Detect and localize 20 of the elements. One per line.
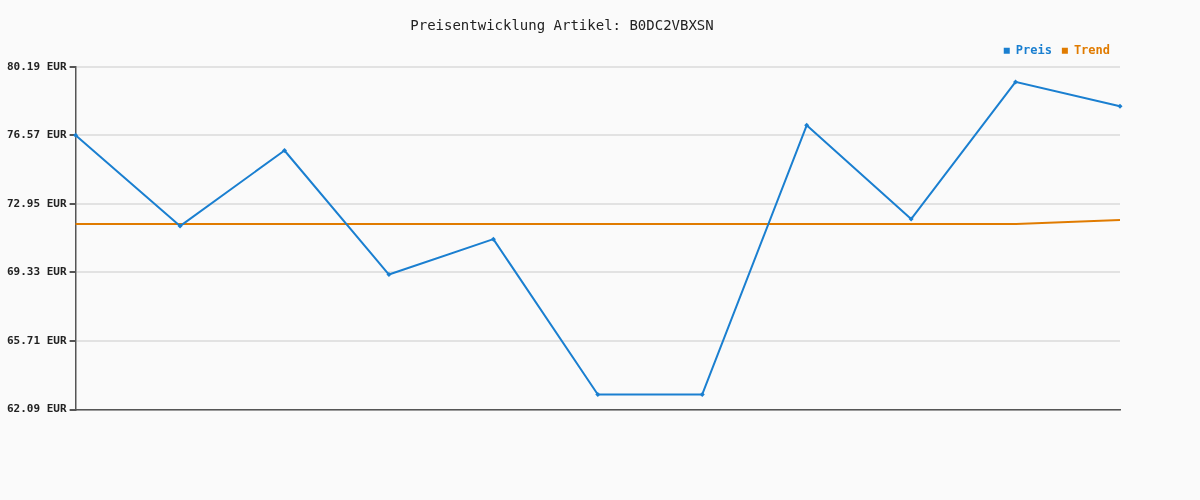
point xyxy=(804,122,810,128)
point xyxy=(281,148,287,154)
point xyxy=(595,391,601,397)
point xyxy=(908,216,914,222)
point xyxy=(73,132,79,138)
legend-label: Trend xyxy=(1073,42,1110,57)
legend-label: Preis xyxy=(1015,42,1052,57)
point xyxy=(490,236,496,242)
point xyxy=(1013,79,1019,85)
chart-title: Preisentwicklung Artikel: B0DC2VBXSN xyxy=(410,17,714,34)
y-tick-label: 76.57 EUR xyxy=(6,128,67,142)
point xyxy=(1117,103,1123,109)
y-tick-label: 69.33 EUR xyxy=(6,265,67,279)
y-tick-label: 72.95 EUR xyxy=(6,196,67,210)
point xyxy=(177,223,183,229)
point xyxy=(386,272,392,278)
y-tick-label: 80.19 EUR xyxy=(6,59,67,73)
y-tick-label: 65.71 EUR xyxy=(6,333,67,347)
y-tick-label: 62.09 EUR xyxy=(6,402,67,416)
point xyxy=(699,391,705,397)
